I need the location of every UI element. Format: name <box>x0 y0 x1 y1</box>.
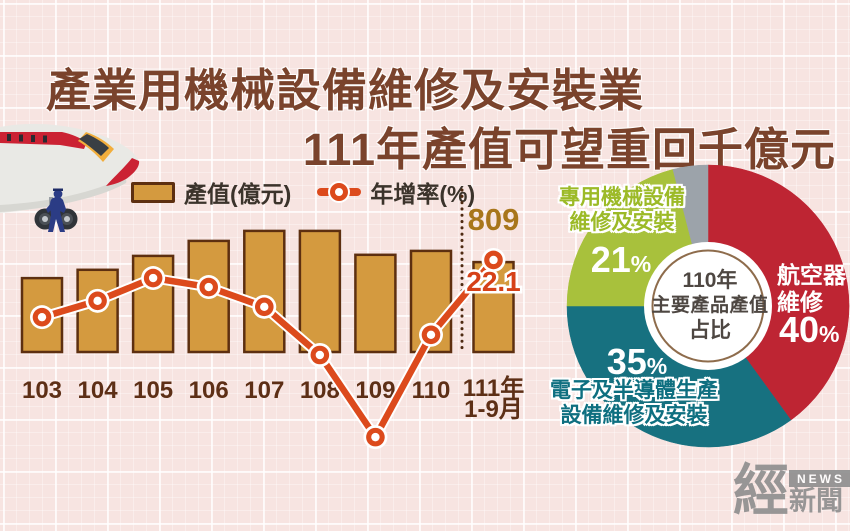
watermark-brand-char: 經 <box>733 461 789 523</box>
nose-swoosh <box>106 158 140 186</box>
pct-21-number: 21 <box>590 239 631 280</box>
title-line-1: 產業用機械設備維修及安裝業 <box>46 65 645 116</box>
watermark-news-badge: NEWS <box>789 470 850 487</box>
pct-40-sign: % <box>819 321 840 347</box>
watermark-column: NEWS 新聞 <box>789 470 850 515</box>
bar-108 <box>298 229 342 354</box>
bar-swatch-icon <box>131 181 175 203</box>
chart-legend: 產值(億元) 年增率(%) <box>131 175 475 209</box>
pct-21-sign: % <box>630 251 652 277</box>
donut-inner-ring <box>651 249 765 363</box>
fuselage-shade <box>0 177 127 212</box>
title-line-2: 111年產值可望重回千億元 <box>302 124 836 175</box>
line-point-104 <box>85 288 110 313</box>
x-label-5: 107 <box>244 377 284 404</box>
line-point-107 <box>252 294 277 319</box>
donut-center-line2: 主要產品產值 <box>651 295 769 316</box>
airplane-with-technician-illustration <box>0 123 140 232</box>
watermark-brand-suffix: 新聞 <box>789 486 843 516</box>
donut-hole <box>644 242 772 370</box>
pct-35-number: 35 <box>606 341 647 382</box>
slice-pct-aircraft-maintenance: 40% <box>779 309 840 351</box>
line-point-106 <box>196 275 221 300</box>
line-value-label: 22.1 <box>466 266 521 297</box>
line-point-109 <box>363 425 388 450</box>
bar-109 <box>354 253 397 354</box>
pct-40-number: 40 <box>779 309 820 350</box>
x-label-7: 109 <box>355 377 395 404</box>
legend-item-production-value: 產值(億元) <box>131 175 291 209</box>
x-label-8: 110 <box>412 377 451 404</box>
slice-label-special-machinery: 專用機械設備 維修及安裝 <box>559 186 685 234</box>
pie-slice-電子及半導體生產設備維修及安裝 <box>566 305 792 448</box>
news-brand-watermark: 經 NEWS 新聞 <box>733 464 850 520</box>
cockpit-window <box>79 134 109 156</box>
donut-center-line1: 110年 <box>682 269 738 292</box>
legend-label-production: 產值(億元) <box>184 181 292 207</box>
slice-label-electronics-semiconductor: 電子及半導體生產 設備維修及安裝 <box>550 379 718 427</box>
donut-center-title: 110年 主要產品產值 占比 <box>638 268 782 343</box>
technician-figure <box>46 188 66 232</box>
line-point-105 <box>141 266 166 291</box>
legend-label-growth: 年增率(%) <box>370 181 476 207</box>
bar-107 <box>243 229 286 354</box>
line-marker-swatch-icon <box>317 188 362 196</box>
line-point-110 <box>418 322 443 347</box>
product-share-donut-chart <box>566 164 850 448</box>
pie-slice-航空器維修 <box>707 164 850 421</box>
line-point-111年 1-9月 <box>481 247 506 272</box>
slice-pct-electronics-semiconductor: 35% <box>601 341 673 383</box>
line-point-108 <box>307 343 332 367</box>
cabin-windows <box>7 134 47 143</box>
donut-center-line3: 占比 <box>689 319 731 342</box>
x-label-1: 103 <box>22 377 62 404</box>
line-point-103 <box>30 305 54 330</box>
slice-label-aircraft-maintenance: 航空器 維修 <box>777 262 846 316</box>
x-label-4: 106 <box>189 377 229 404</box>
slice-pct-special-machinery: 21% <box>585 239 657 281</box>
x-label-3: 105 <box>133 377 173 404</box>
x-label-2: 104 <box>78 377 119 404</box>
x-label-9: 111年 1-9月 <box>463 374 524 423</box>
pct-35-sign: % <box>646 353 668 379</box>
bar-value-label: 809 <box>468 202 520 237</box>
legend-item-growth-rate: 年增率(%) <box>317 175 475 209</box>
